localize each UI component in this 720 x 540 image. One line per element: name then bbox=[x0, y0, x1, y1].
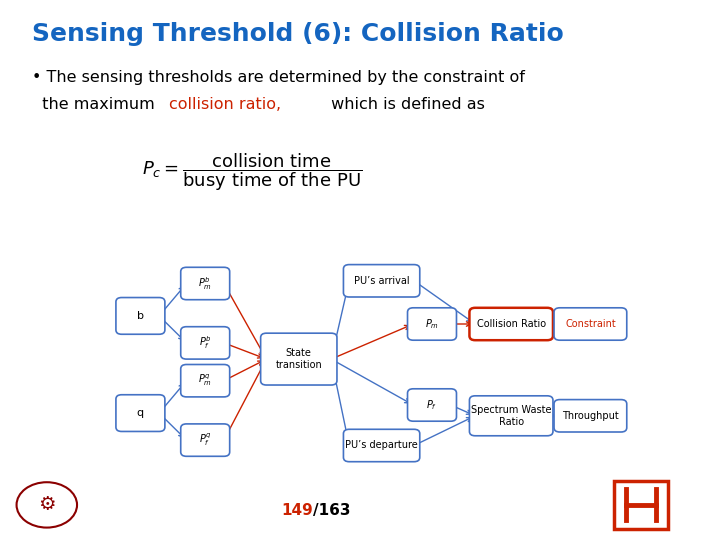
Text: $P_m$: $P_m$ bbox=[425, 317, 439, 331]
Text: the maximum: the maximum bbox=[32, 97, 161, 112]
Text: $P_f^b$: $P_f^b$ bbox=[199, 334, 212, 352]
FancyBboxPatch shape bbox=[469, 396, 553, 436]
Text: PU’s departure: PU’s departure bbox=[345, 441, 418, 450]
Text: ⚙: ⚙ bbox=[38, 495, 55, 515]
Text: q: q bbox=[137, 408, 144, 418]
Text: • The sensing thresholds are determined by the constraint of: • The sensing thresholds are determined … bbox=[32, 70, 526, 85]
FancyBboxPatch shape bbox=[116, 298, 165, 334]
Text: b: b bbox=[137, 311, 144, 321]
Text: $P_m^b$: $P_m^b$ bbox=[198, 275, 212, 292]
Text: which is defined as: which is defined as bbox=[325, 97, 485, 112]
Text: Spectrum Waste
Ratio: Spectrum Waste Ratio bbox=[471, 405, 552, 427]
FancyBboxPatch shape bbox=[181, 267, 230, 300]
FancyBboxPatch shape bbox=[554, 400, 626, 432]
Text: Constraint: Constraint bbox=[565, 319, 616, 329]
FancyBboxPatch shape bbox=[181, 424, 230, 456]
Text: $P_c = \dfrac{\mathrm{collision\ time}}{\mathrm{busy\ time\ of\ the\ PU}}$: $P_c = \dfrac{\mathrm{collision\ time}}{… bbox=[142, 151, 362, 193]
Text: $P_m^q$: $P_m^q$ bbox=[198, 373, 212, 388]
FancyBboxPatch shape bbox=[614, 481, 668, 529]
Text: 149: 149 bbox=[282, 503, 313, 518]
Text: $P_f$: $P_f$ bbox=[426, 398, 438, 412]
Text: State
transition: State transition bbox=[276, 348, 322, 370]
Text: $P_f^q$: $P_f^q$ bbox=[199, 432, 212, 448]
FancyBboxPatch shape bbox=[469, 308, 553, 340]
FancyBboxPatch shape bbox=[408, 308, 456, 340]
FancyBboxPatch shape bbox=[181, 364, 230, 397]
Text: Collision Ratio: Collision Ratio bbox=[477, 319, 546, 329]
FancyBboxPatch shape bbox=[261, 333, 337, 385]
FancyBboxPatch shape bbox=[343, 265, 420, 297]
Text: Sensing Threshold (6): Collision Ratio: Sensing Threshold (6): Collision Ratio bbox=[32, 22, 564, 45]
FancyBboxPatch shape bbox=[181, 327, 230, 359]
Text: /163: /163 bbox=[313, 503, 351, 518]
FancyBboxPatch shape bbox=[343, 429, 420, 462]
FancyBboxPatch shape bbox=[408, 389, 456, 421]
FancyBboxPatch shape bbox=[554, 308, 626, 340]
Text: PU’s arrival: PU’s arrival bbox=[354, 276, 410, 286]
Text: Throughput: Throughput bbox=[562, 411, 618, 421]
Text: collision ratio,: collision ratio, bbox=[169, 97, 282, 112]
FancyBboxPatch shape bbox=[116, 395, 165, 431]
